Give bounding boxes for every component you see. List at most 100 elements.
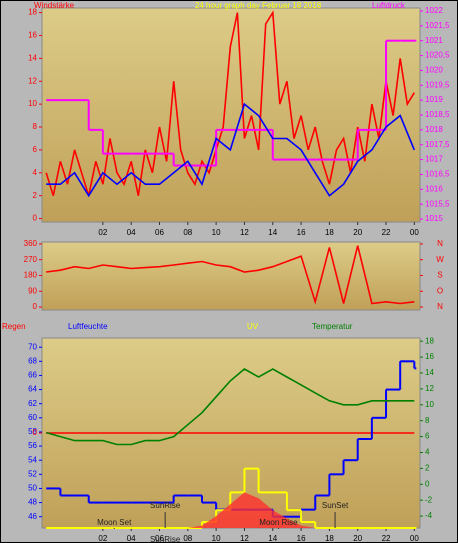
y2-tick-label: 0 (425, 479, 430, 488)
annotation: Moon Rise (259, 518, 298, 527)
y-tick-label: 360 (24, 239, 38, 248)
y2-tick-label: W (436, 255, 444, 264)
y-tick-label: 48 (28, 498, 37, 507)
x-tick-label: 02 (98, 228, 107, 237)
y2-tick-label: 12 (425, 384, 434, 393)
y4-tick-label: 0 (33, 428, 38, 437)
x-tick-label: 08 (183, 228, 192, 237)
y-tick-label: 66 (28, 371, 37, 380)
y2-tick-label: 1018,5 (425, 110, 450, 119)
y2-tick-label: 16 (425, 352, 434, 361)
y-tick-label: 4 (33, 168, 38, 177)
y2-tick-label: N (437, 302, 443, 311)
y2-tick-label: 1017 (425, 155, 443, 164)
y-tick-label: 64 (28, 385, 37, 394)
x-tick-label: 22 (382, 228, 391, 237)
y-tick-label: 50 (28, 484, 37, 493)
series-line (46, 245, 415, 305)
y2-tick-label: 1016 (425, 184, 443, 193)
annotation: SunSet (322, 501, 349, 510)
y-tick-label: 54 (28, 455, 37, 464)
x-tick-label: 16 (297, 534, 306, 543)
y2-tick-label: -4 (425, 511, 433, 520)
y2-tick-label: 1019,5 (425, 80, 450, 89)
y2-axis-label: Luftdruck (372, 1, 406, 10)
x-tick-label: 18 (325, 534, 334, 543)
series-label: Luftfeuchte (68, 322, 108, 331)
y-tick-label: 18 (28, 8, 37, 17)
series-line (45, 368, 415, 446)
y2-tick-label: 1015,5 (425, 199, 450, 208)
x-tick-label: 08 (183, 534, 192, 543)
x-tick-label: 06 (155, 534, 164, 543)
x-tick-label: 16 (297, 228, 306, 237)
panel-direction (41, 241, 421, 311)
y-tick-label: 6 (33, 145, 38, 154)
y-tick-label: 58 (28, 427, 37, 436)
y-tick-label: 56 (28, 441, 37, 450)
y2-tick-label: 4 (425, 448, 430, 457)
y-tick-label: 0 (33, 302, 38, 311)
y-tick-label: 60 (28, 413, 37, 422)
x-tick-label: 12 (240, 534, 249, 543)
annotation: Moon Set (97, 518, 132, 527)
y-tick-label: 12 (28, 76, 37, 85)
y2-tick-label: S (437, 271, 442, 280)
y-tick-label: 0 (33, 214, 38, 223)
x-tick-label: 22 (382, 534, 391, 543)
y-tick-label: 10 (28, 99, 37, 108)
y-tick-label: 180 (24, 271, 38, 280)
x-tick-label: 06 (155, 228, 164, 237)
x-tick-label: 04 (127, 228, 136, 237)
y2-tick-label: -2 (425, 495, 433, 504)
y2-tick-label: 1020,5 (425, 51, 450, 60)
y2-tick-label: 8 (425, 416, 430, 425)
y2-tick-label: 1019 (425, 95, 443, 104)
y2-tick-label: 1021 (425, 36, 443, 45)
y-tick-label: 90 (28, 286, 37, 295)
y2-tick-label: 1020 (425, 66, 443, 75)
x-tick-label: 18 (325, 228, 334, 237)
y-tick-label: 16 (28, 31, 37, 40)
series-area (46, 492, 415, 528)
x-tick-label: 20 (353, 228, 362, 237)
y2-tick-label: 14 (425, 368, 434, 377)
x-tick-label: 00 (410, 534, 419, 543)
y-tick-label: 8 (33, 122, 38, 131)
annotation: SunRise (150, 535, 181, 543)
x-tick-label: 12 (240, 228, 249, 237)
y-tick-label: 68 (28, 356, 37, 365)
y-tick-label: 62 (28, 399, 37, 408)
series-line (46, 102, 416, 198)
series-label: Regen (2, 322, 26, 331)
y-tick-label: 70 (28, 342, 37, 351)
y2-tick-label: 1016,5 (425, 170, 450, 179)
x-tick-label: 14 (268, 534, 277, 543)
y2-tick-label: 1021,5 (425, 21, 450, 30)
series-label: Temperatur (312, 322, 353, 331)
y2-tick-label: O (437, 286, 443, 295)
annotation: SunRise (150, 501, 181, 510)
y2-tick-label: 1018 (425, 125, 443, 134)
y-tick-label: 14 (28, 53, 37, 62)
x-tick-label: 04 (127, 534, 136, 543)
y2-tick-label: 1022 (425, 6, 443, 15)
y2-tick-label: 1015 (425, 214, 443, 223)
y-axis-label: Windstärke (34, 1, 75, 10)
y2-tick-label: 6 (425, 432, 430, 441)
series-label: UV (247, 322, 259, 331)
y2-tick-label: 2 (425, 463, 430, 472)
x-tick-label: 00 (410, 228, 419, 237)
x-tick-label: 02 (98, 534, 107, 543)
y-tick-label: 46 (28, 512, 37, 521)
x-tick-label: 10 (212, 534, 221, 543)
y-tick-label: 270 (24, 255, 38, 264)
y-tick-label: 2 (33, 191, 38, 200)
x-tick-label: 10 (212, 228, 221, 237)
y2-tick-label: N (437, 239, 443, 248)
y2-tick-label: 1017,5 (425, 140, 450, 149)
y2-tick-label: 18 (425, 336, 434, 345)
chart-title: 24 hour graph day Februar 18 2018 (195, 1, 322, 10)
